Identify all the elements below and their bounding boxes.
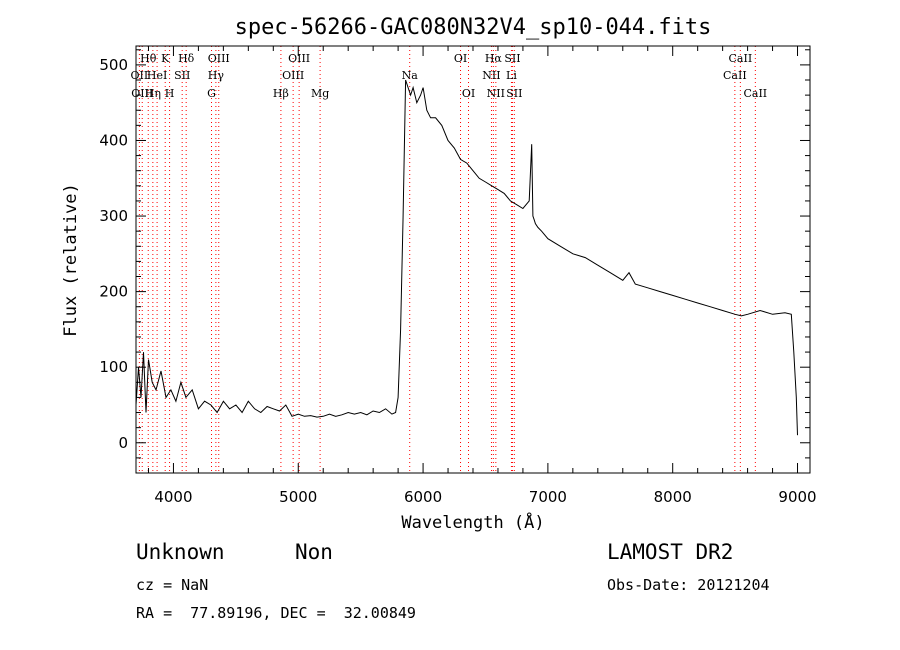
- spectral-line-label: OIII: [288, 52, 310, 65]
- spectral-line-label: Hα: [485, 52, 503, 65]
- spectral-line-labels: OII OIII Hθ Hη HeI K H SII Hδ G Hγ OIII Hβ OIII OIII Mg…: [131, 52, 768, 100]
- spectral-line-label: Hβ: [273, 87, 289, 100]
- spectral-line-label: Hη: [145, 87, 161, 100]
- spectral-line-label: HeI: [147, 69, 167, 82]
- spectral-line-label: OIII: [208, 52, 230, 65]
- redshift-cz: cz = NaN: [136, 576, 209, 594]
- spectral-line-label: NII: [482, 69, 500, 82]
- spectral-line-label: K: [161, 52, 170, 65]
- spectral-line-label: OII: [131, 69, 149, 82]
- y-tick-label: 300: [99, 207, 128, 225]
- observation-date: Obs-Date: 20121204: [607, 576, 770, 594]
- spectral-line-label: OIII: [131, 87, 153, 100]
- chart-title: spec-56266-GAC080N32V4_sp10-044.fits: [235, 15, 712, 40]
- x-tick-label: 5000: [279, 488, 317, 506]
- x-tick-label: 4000: [154, 488, 192, 506]
- y-tick-label: 400: [99, 131, 128, 149]
- spectral-line-label: G: [207, 87, 216, 100]
- spectral-line-label: Hδ: [178, 52, 195, 65]
- object-class: Unknown: [136, 540, 225, 564]
- spectral-line-label: Li: [506, 69, 517, 82]
- y-axis: 0 100 200 300 400 500: [99, 49, 810, 459]
- spectrum-line: [135, 79, 798, 436]
- x-tick-label: 7000: [529, 488, 567, 506]
- y-tick-label: 0: [118, 434, 128, 452]
- survey-name: LAMOST DR2: [607, 540, 734, 564]
- spectral-line-label: NII: [487, 87, 505, 100]
- x-axis: 4000 5000 6000 7000 8000 9000: [147, 46, 817, 506]
- x-axis-label: Wavelength (Å): [401, 511, 544, 533]
- spectral-line-label: Na: [402, 69, 419, 82]
- spectral-line-label: SII: [506, 87, 522, 100]
- x-tick-label: 9000: [778, 488, 816, 506]
- plot-frame: [135, 45, 811, 474]
- spectral-line-label: CaII: [743, 87, 767, 100]
- y-tick-label: 500: [99, 56, 128, 74]
- spectral-line-label: OI: [462, 87, 475, 100]
- spectral-line-label: SII: [174, 69, 190, 82]
- spectral-line-label: Hγ: [208, 69, 225, 82]
- coordinates: RA = 77.89196, DEC = 32.00849: [136, 604, 416, 622]
- spectral-line-label: Mg: [311, 87, 329, 100]
- spectral-line-label: SII: [504, 52, 520, 65]
- x-tick-label: 6000: [404, 488, 442, 506]
- spectral-line-label: CaII: [723, 69, 747, 82]
- spectral-line-label: CaII: [729, 52, 753, 65]
- x-tick-label: 8000: [654, 488, 692, 506]
- object-subclass: Non: [295, 540, 333, 564]
- spectral-line-label: OIII: [282, 69, 304, 82]
- y-axis-label: Flux (relative): [61, 183, 81, 337]
- y-tick-label: 200: [99, 283, 128, 301]
- y-tick-label: 100: [99, 358, 128, 376]
- spectral-line-label: OI: [454, 52, 467, 65]
- spectral-line-label: H: [165, 87, 175, 100]
- spectral-line-markers: [138, 46, 756, 473]
- spectral-line-label: Hθ: [140, 52, 157, 65]
